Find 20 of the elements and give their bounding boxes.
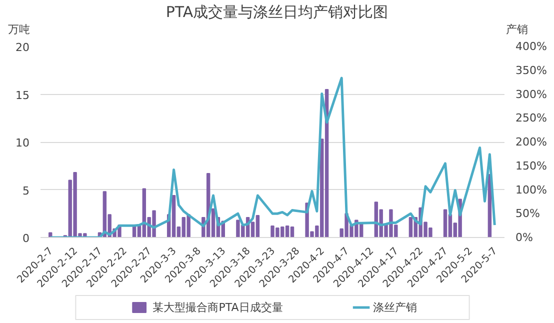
y-tick-label: 10 — [16, 136, 30, 150]
y2-tick-label: 100% — [516, 183, 547, 196]
chart-title: PTA成交量与涤丝日均产销对比图 — [164, 2, 390, 23]
y-tick-label: 20 — [16, 41, 30, 54]
y-tick-label: 5 — [22, 184, 30, 198]
y2-tick-label: 300% — [516, 88, 547, 101]
y-tick-label: 0 — [22, 232, 30, 245]
y2-tick-label: 350% — [516, 64, 547, 77]
y-axis-title: 万吨 — [8, 22, 30, 38]
line-series — [49, 76, 496, 238]
y2-tick-label: 150% — [516, 159, 547, 172]
y2-tick-label: 200% — [516, 136, 547, 148]
y2-tick-label: 400% — [516, 40, 547, 53]
legend-label: 涤丝产销 — [373, 301, 418, 314]
y2-tick-label: 50% — [516, 207, 540, 220]
legend-label: 某大型撮合商PTA日成交量 — [152, 301, 283, 314]
y2-tick-label: 0% — [516, 231, 533, 244]
y2-axis-title: 产销 — [506, 22, 528, 38]
y-tick-label: 15 — [16, 88, 30, 102]
y2-tick-label: 250% — [516, 112, 547, 125]
